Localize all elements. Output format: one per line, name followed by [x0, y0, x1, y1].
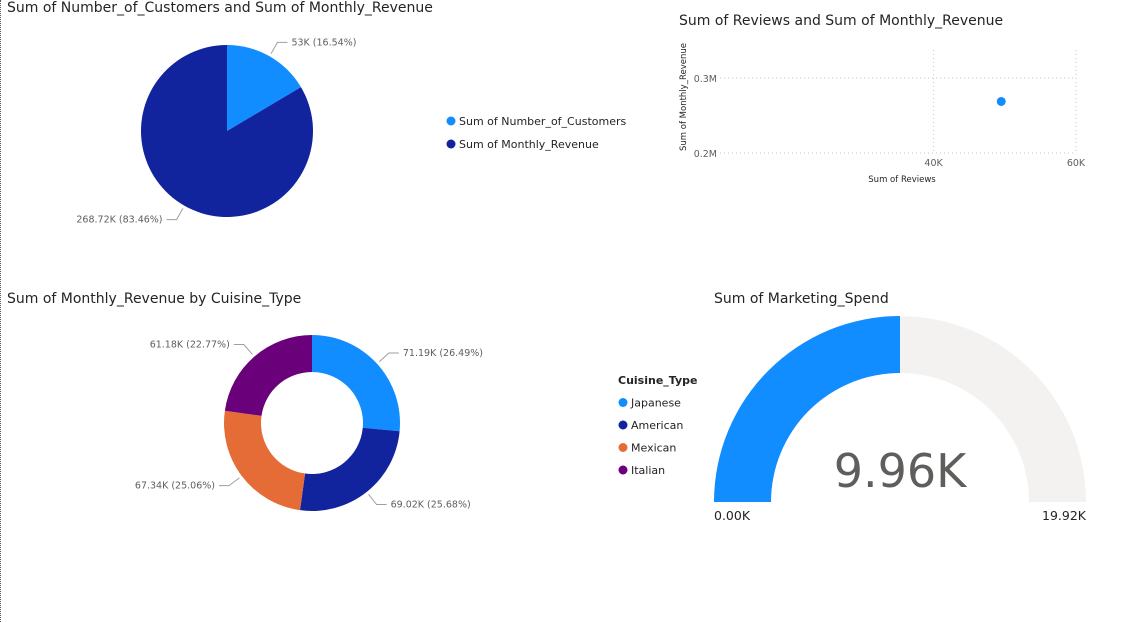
- donut-chart-svg: 71.19K (26.49%) 69.02K (25.68%) 67.34K (25…: [135, 335, 698, 511]
- legend-item-2: Mexican: [631, 442, 676, 455]
- legend-marker-0: [446, 116, 456, 126]
- gauge-visual[interactable]: Sum of Marketing_Spend 9.96K 0.00K 19.92K: [700, 285, 1110, 535]
- y-axis-title: Sum of Monthly_Revenue: [679, 43, 689, 151]
- pie-slice-0: [227, 45, 301, 131]
- legend-item-1: Sum of Monthly_Revenue: [459, 138, 599, 151]
- scatter-point-0: [996, 96, 1006, 106]
- pie-data-label-1: 69.02K (25.68%): [391, 500, 471, 511]
- pie-data-label-3: 61.18K (22.77%): [150, 339, 230, 350]
- donut-chart-visual[interactable]: Sum of Monthly_Revenue by Cuisine_Type 7…: [0, 285, 700, 535]
- legend-item-0: Japanese: [630, 397, 681, 410]
- x-tick-label-1: 60K: [1067, 158, 1086, 169]
- pie-slice-3: [224, 335, 312, 416]
- pie-leader-line-0: [270, 41, 288, 54]
- pie-data-label-0: 71.19K (26.49%): [403, 348, 483, 359]
- legend-item-1: American: [631, 419, 683, 432]
- legend-title: Cuisine_Type: [618, 374, 698, 387]
- pie-chart-title: Sum of Number_of_Customers and Sum of Mo…: [7, 0, 433, 16]
- canvas-edge: [0, 0, 1, 622]
- pie-leader-line-1: [368, 494, 387, 506]
- scatter-chart-visual[interactable]: Sum of Reviews and Sum of Monthly_Revenu…: [670, 0, 1110, 200]
- pie-data-label-1: 268.72K (83.46%): [76, 215, 162, 226]
- scatter-chart-title: Sum of Reviews and Sum of Monthly_Revenu…: [679, 13, 1004, 29]
- pie-chart-visual[interactable]: Sum of Number_of_Customers and Sum of Mo…: [0, 0, 660, 260]
- legend-marker-3: [618, 465, 628, 475]
- pie-slice-0: [312, 335, 400, 432]
- pie-slice-2: [224, 410, 306, 511]
- gauge-title: Sum of Marketing_Spend: [714, 291, 889, 307]
- donut-chart-title: Sum of Monthly_Revenue by Cuisine_Type: [7, 291, 302, 307]
- pie-slice-1: [140, 45, 313, 217]
- legend-marker-0: [618, 398, 628, 407]
- pie-leader-line-1: [166, 208, 184, 221]
- legend-marker-1: [446, 139, 456, 149]
- pie-leader-line-0: [378, 352, 399, 363]
- pie-leader-line-2: [219, 477, 240, 487]
- scatter-chart-svg: 0.2M 0.3M 40K 60K Sum of Reviews Sum of Month…: [679, 43, 1086, 185]
- gauge-min-label: 0.00K: [714, 508, 751, 523]
- pie-data-label-0: 53K (16.54%): [291, 37, 356, 48]
- gauge-svg: 9.96K 0.00K 19.92K: [714, 316, 1087, 523]
- gauge-fill: [714, 316, 900, 502]
- legend-marker-2: [618, 443, 628, 452]
- pie-data-label-2: 67.34K (25.06%): [135, 481, 215, 492]
- legend-marker-1: [618, 420, 628, 430]
- y-tick-label-0: 0.2M: [694, 149, 717, 160]
- x-axis-title: Sum of Reviews: [868, 175, 936, 185]
- pie-chart-svg: 53K (16.54%) 268.72K (83.46%) Sum of Numbe…: [76, 37, 626, 226]
- legend-item-0: Sum of Number_of_Customers: [459, 115, 626, 128]
- pie-leader-line-3: [233, 343, 253, 355]
- legend-item-3: Italian: [631, 464, 665, 477]
- gauge-value: 9.96K: [834, 444, 968, 498]
- x-tick-label-0: 40K: [924, 158, 943, 169]
- y-tick-label-1: 0.3M: [694, 74, 717, 85]
- pie-slice-1: [300, 427, 400, 511]
- gauge-max-label: 19.92K: [1042, 508, 1087, 523]
